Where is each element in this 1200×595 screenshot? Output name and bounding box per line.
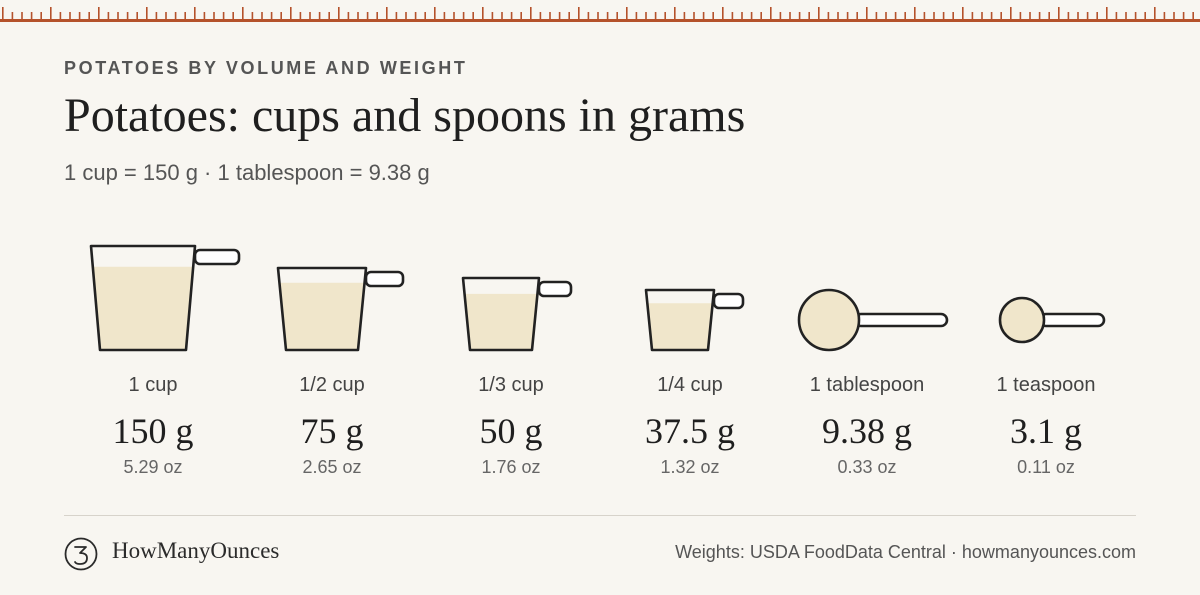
- measure-label: 1/2 cup: [299, 374, 365, 396]
- measure-card: 1/3 cup 50 g 1.76 oz: [421, 230, 601, 490]
- measuring-cup-icon: [89, 244, 241, 352]
- eyebrow-label: POTATOES BY VOLUME AND WEIGHT: [64, 58, 468, 78]
- measure-label: 1/3 cup: [478, 374, 544, 396]
- page-title: Potatoes: cups and spoons in grams: [64, 89, 746, 142]
- source-credit: Weights: USDA FoodData Central · howmany…: [675, 542, 1136, 562]
- measuring-spoon-icon: [998, 296, 1106, 344]
- measure-grams: 37.5 g: [645, 411, 735, 451]
- measure-card: 1 cup 150 g 5.29 oz: [63, 230, 243, 490]
- measure-label: 1/4 cup: [657, 374, 723, 396]
- logo-mark-icon: [64, 537, 98, 571]
- measure-ounces: 1.32 oz: [660, 457, 720, 477]
- measure-label: 1 teaspoon: [996, 374, 1096, 396]
- measure-card: 1/2 cup 75 g 2.65 oz: [242, 230, 422, 490]
- measure-ounces: 1.76 oz: [481, 457, 541, 477]
- measure-ounces: 2.65 oz: [302, 457, 362, 477]
- measure-ounces: 5.29 oz: [123, 457, 183, 477]
- measuring-cup-icon: [644, 288, 745, 352]
- measuring-spoon-icon: [797, 288, 949, 352]
- measure-label: 1 cup: [128, 374, 178, 396]
- measure-grams: 3.1 g: [1010, 411, 1082, 451]
- measuring-cup-icon: [461, 276, 573, 352]
- measure-grams: 50 g: [479, 411, 543, 451]
- measure-card: 1 teaspoon 3.1 g 0.11 oz: [956, 230, 1136, 490]
- brand-name: HowManyOunces: [112, 538, 280, 563]
- measure-card: 1/4 cup 37.5 g 1.32 oz: [600, 230, 780, 490]
- measure-grams: 9.38 g: [822, 411, 912, 451]
- measuring-cup-icon: [276, 266, 405, 352]
- measure-label: 1 tablespoon: [809, 374, 925, 396]
- measure-card: 1 tablespoon 9.38 g 0.33 oz: [777, 230, 957, 490]
- page-subtitle: 1 cup = 150 g · 1 tablespoon = 9.38 g: [64, 160, 430, 185]
- measure-ounces: 0.33 oz: [837, 457, 897, 477]
- measure-ounces: 0.11 oz: [1017, 457, 1075, 477]
- footer-divider: [64, 515, 1136, 516]
- ruler-border: [0, 7, 1200, 22]
- measure-grams: 150 g: [112, 411, 194, 451]
- measure-grams: 75 g: [300, 411, 364, 451]
